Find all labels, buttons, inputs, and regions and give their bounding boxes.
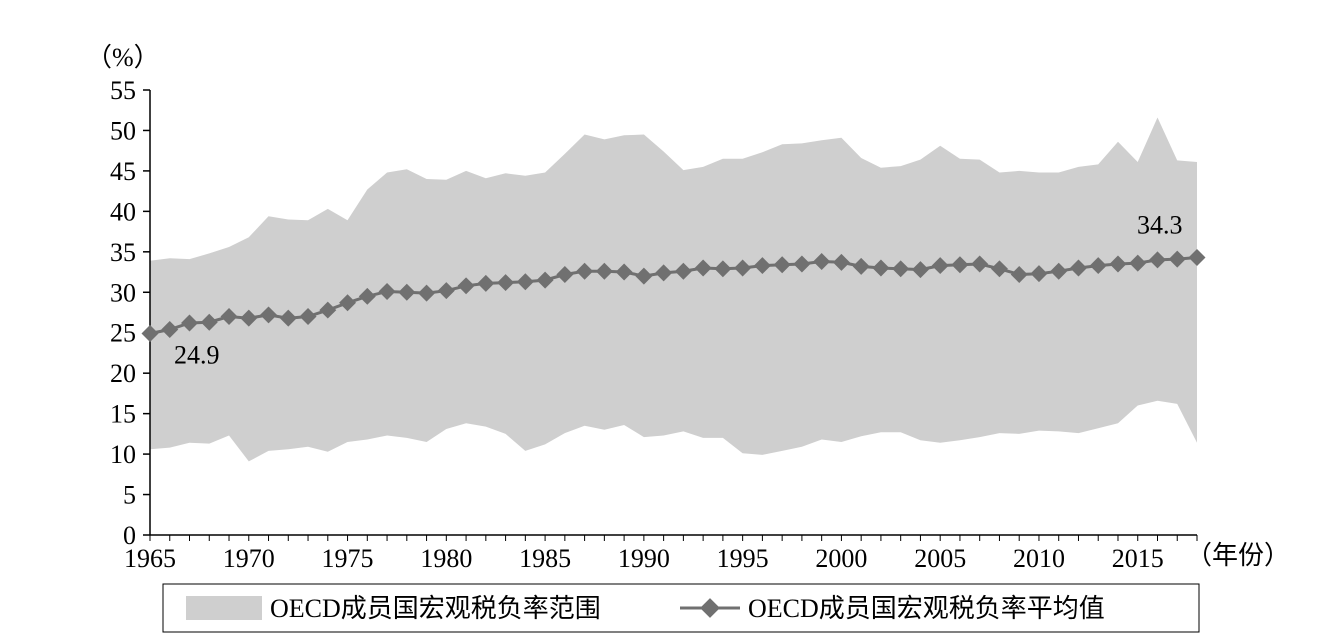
- mean-point: [655, 264, 673, 282]
- y-tick-label: 20: [110, 359, 136, 388]
- x-unit-label: （年份）: [1186, 541, 1290, 570]
- legend-label-mean: OECD成员国宏观税负率平均值: [748, 594, 1105, 623]
- annotations: 24.9 34.3: [174, 210, 1183, 369]
- y-tick-label: 15: [110, 400, 136, 429]
- mean-point: [516, 273, 534, 291]
- x-tick-label: 2010: [1013, 544, 1065, 573]
- x-tick-label: 1995: [717, 544, 769, 573]
- mean-point: [220, 308, 238, 326]
- mean-point: [358, 287, 376, 305]
- mean-point: [773, 256, 791, 274]
- y-tick-label: 0: [123, 521, 136, 550]
- mean-point: [872, 259, 890, 277]
- legend-label-range: OECD成员国宏观税负率范围: [270, 594, 601, 623]
- legend-swatch-range: [186, 596, 262, 620]
- x-tick-label: 1965: [124, 544, 176, 573]
- mean-point: [457, 277, 475, 295]
- mean-point: [1010, 265, 1028, 283]
- mean-point: [477, 274, 495, 292]
- mean-point: [181, 314, 198, 332]
- mean-point: [615, 263, 633, 281]
- mean-point: [536, 271, 554, 289]
- mean-point: [734, 259, 752, 277]
- y-tick-label: 10: [110, 440, 136, 469]
- x-tick-label: 2000: [815, 544, 867, 573]
- mean-point: [674, 262, 692, 280]
- mean-point: [892, 260, 910, 278]
- x-tick-label: 1975: [322, 544, 374, 573]
- mean-point: [299, 308, 317, 326]
- mean-point: [694, 259, 712, 277]
- mean-point: [931, 257, 949, 275]
- mean-point: [497, 274, 515, 292]
- mean-point: [635, 267, 653, 285]
- x-ticks: 1965 1970 1975 1980 1985 1990 1995 2000 2005 2010…: [124, 535, 1198, 573]
- mean-point: [200, 313, 218, 331]
- mean-point: [418, 284, 436, 302]
- y-unit-label: （%）: [86, 43, 160, 72]
- y-tick-label: 50: [110, 116, 136, 145]
- y-tick-label: 45: [110, 157, 136, 186]
- y-tick-label: 40: [110, 197, 136, 226]
- mean-point: [595, 262, 613, 280]
- y-tick-label: 35: [110, 238, 136, 267]
- y-ticks: 0 5 10 15 20 25 30 35 40 45 50 55: [110, 76, 150, 550]
- x-tick-label: 1980: [420, 544, 472, 573]
- y-tick-label: 30: [110, 278, 136, 307]
- x-tick-label: 2015: [1112, 544, 1164, 573]
- mean-point: [398, 283, 416, 301]
- data-label: 24.9: [174, 341, 220, 370]
- mean-point: [378, 282, 396, 300]
- mean-point: [240, 309, 258, 327]
- range-band-area: [150, 117, 1197, 462]
- mean-point: [437, 282, 455, 300]
- mean-point: [556, 265, 574, 283]
- x-tick-label: 1990: [618, 544, 670, 573]
- mean-point: [339, 294, 357, 312]
- mean-point: [161, 321, 179, 338]
- mean-point: [260, 306, 278, 324]
- legend-swatch-mean-marker: [700, 598, 720, 618]
- mean-point: [576, 262, 594, 280]
- y-tick-label: 5: [123, 481, 136, 510]
- mean-point: [319, 301, 337, 319]
- mean-point: [832, 253, 850, 271]
- mean-point: [753, 257, 771, 275]
- mean-point: [714, 260, 732, 278]
- data-label: 34.3: [1137, 210, 1183, 239]
- mean-point: [951, 256, 969, 274]
- range-band-layer: [150, 117, 1197, 462]
- mean-point: [911, 261, 929, 279]
- axes-layer: [149, 90, 1197, 536]
- y-tick-label: 25: [110, 319, 136, 348]
- mean-point: [279, 309, 297, 327]
- y-tick-label: 55: [110, 76, 136, 105]
- x-tick-label: 1985: [519, 544, 571, 573]
- mean-point: [971, 255, 989, 273]
- x-tick-label: 1970: [223, 544, 275, 573]
- x-tick-label: 2005: [914, 544, 966, 573]
- mean-point: [141, 325, 159, 343]
- mean-point: [990, 260, 1008, 278]
- mean-point: [793, 255, 811, 273]
- mean-point: [852, 257, 870, 275]
